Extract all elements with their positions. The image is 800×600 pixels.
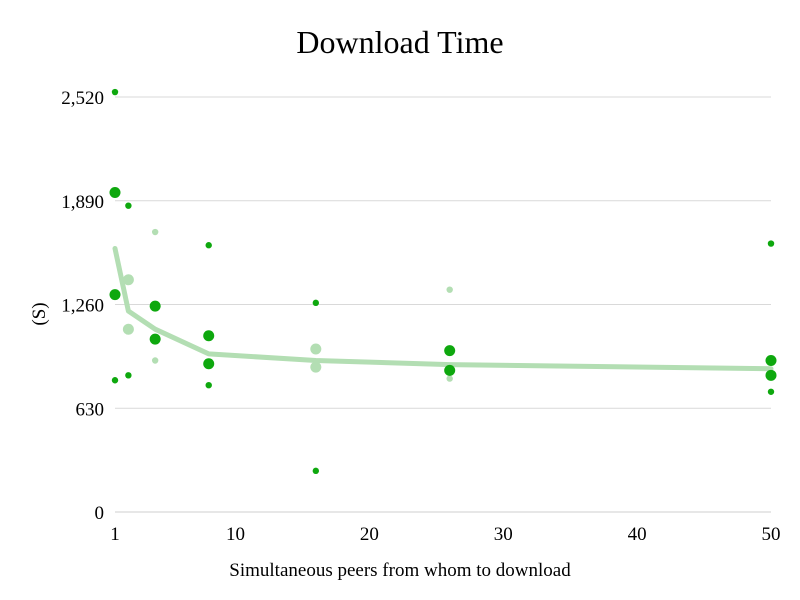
gridlines	[115, 96, 771, 513]
data-point-dark	[125, 202, 132, 209]
data-point-dark	[767, 240, 775, 247]
x-tick-label: 10	[226, 524, 245, 545]
data-point-dark	[444, 364, 456, 376]
data-point-light	[151, 228, 159, 236]
data-point-light	[310, 361, 322, 373]
data-point-dark	[203, 358, 215, 370]
data-point-dark	[203, 330, 215, 342]
x-tick-label: 30	[494, 524, 513, 545]
x-tick-label: 1	[110, 524, 120, 545]
data-points	[109, 88, 777, 475]
data-point-light	[122, 274, 134, 286]
trend-line-layer	[112, 246, 774, 372]
data-point-dark	[444, 345, 456, 357]
data-point-dark	[205, 381, 212, 389]
chart-title: Download Time	[296, 24, 503, 60]
x-tick-label: 50	[762, 524, 781, 545]
data-point-light	[446, 286, 453, 293]
data-point-dark	[109, 289, 121, 301]
data-point-dark	[205, 242, 212, 249]
data-point-dark	[149, 333, 161, 345]
data-point-light	[310, 343, 322, 355]
data-point-dark	[765, 354, 777, 366]
x-axis-ticks: 1 10 20 30 40 50	[110, 524, 780, 545]
data-point-dark	[767, 388, 775, 395]
x-tick-label: 40	[628, 524, 647, 545]
data-point-dark	[125, 372, 132, 379]
data-point-dark	[149, 300, 161, 312]
data-point-dark	[765, 369, 777, 381]
data-point-light	[122, 323, 134, 335]
data-point-dark	[312, 467, 320, 475]
x-axis-label: Simultaneous peers from whom to download	[229, 560, 571, 581]
trend-line	[112, 246, 774, 372]
y-axis-label: (S)	[29, 302, 50, 325]
y-axis-ticks: 0 630 1,260 1,890 2,520	[61, 88, 104, 524]
data-point-dark	[312, 299, 320, 307]
data-point-light	[151, 357, 159, 364]
x-tick-label: 20	[360, 524, 379, 545]
data-point-dark	[111, 88, 119, 96]
y-tick-label: 1,260	[61, 296, 104, 317]
y-tick-label: 2,520	[61, 88, 104, 109]
data-point-light	[446, 375, 453, 382]
y-tick-label: 1,890	[61, 192, 104, 213]
y-tick-label: 0	[95, 503, 105, 524]
data-point-dark	[111, 377, 119, 384]
data-point-dark	[109, 187, 121, 199]
y-tick-label: 630	[76, 399, 105, 420]
